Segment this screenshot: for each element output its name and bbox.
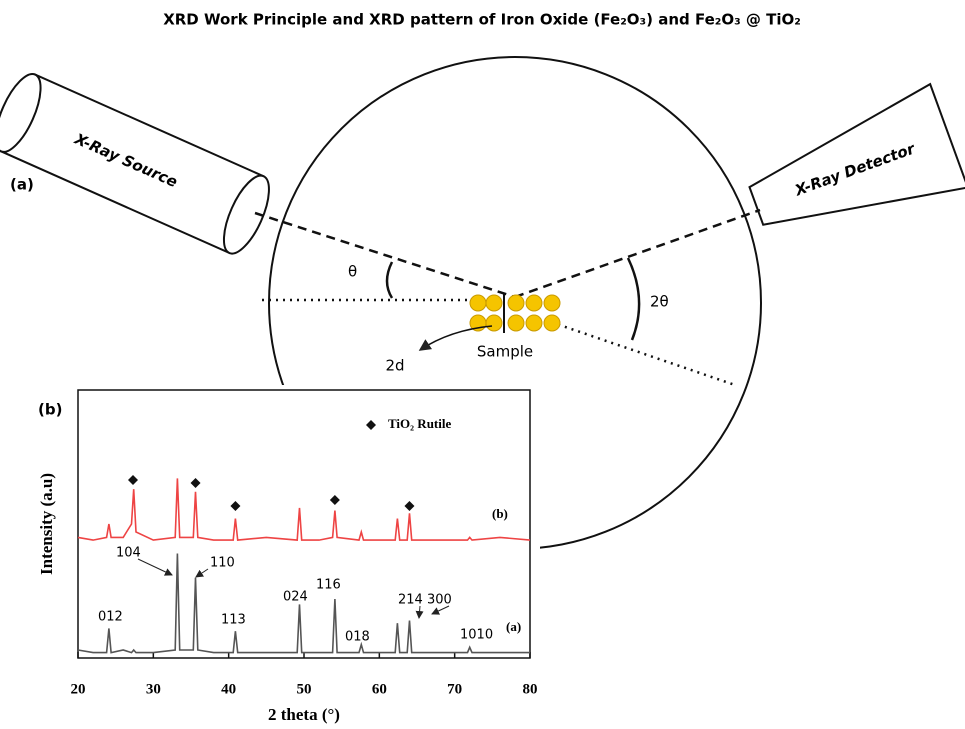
peak-label: 024 <box>283 590 308 605</box>
transmitted-line <box>544 318 736 387</box>
peak-label: 012 <box>98 610 123 625</box>
series-label: (b) <box>492 506 508 521</box>
rutile-marker <box>190 478 201 488</box>
x-tick-label: 50 <box>297 681 312 697</box>
spacing-label: 2d <box>385 357 404 375</box>
theta-label: θ <box>348 263 357 281</box>
legend-label: TiO₂ Rutile <box>388 416 451 431</box>
title: XRD Work Principle and XRD pattern of Ir… <box>163 11 801 29</box>
y-axis-label: Intensity (a.u) <box>37 473 56 575</box>
rutile-marker <box>329 495 340 505</box>
x-ray-detector: X-Ray Detector <box>748 82 965 226</box>
panel-label: (b) <box>38 401 62 419</box>
incident-beam <box>254 211 516 299</box>
chart-panel <box>30 385 540 729</box>
x-tick-label: 40 <box>221 681 236 697</box>
peak-label: 1010 <box>460 628 493 643</box>
peak-arrow <box>137 558 173 576</box>
legend-marker <box>366 420 376 430</box>
xrd-pattern <box>77 478 531 541</box>
x-tick-label: 80 <box>523 681 538 697</box>
two-theta-label: 2θ <box>650 293 669 311</box>
x-axis-label: 2 theta (°) <box>268 705 340 724</box>
sample <box>469 293 561 333</box>
sample-label: Sample <box>477 343 533 361</box>
x-tick-label: 60 <box>372 681 387 697</box>
rutile-marker <box>404 501 415 511</box>
peak-arrow <box>415 605 424 619</box>
x-tick-label: 30 <box>146 681 161 697</box>
x-ray-source: X-Ray Source <box>0 73 270 255</box>
xrd-pattern <box>77 553 530 654</box>
x-tick-label: 70 <box>447 681 462 697</box>
panel-label: (a) <box>10 176 34 194</box>
peak-label: 214 <box>398 593 423 608</box>
spacing-arrow <box>418 325 493 351</box>
theta-arc <box>385 261 394 299</box>
peak-label: 018 <box>345 630 370 645</box>
two-theta-arc <box>626 257 641 341</box>
series-label: (a) <box>506 619 521 634</box>
rutile-marker <box>127 475 138 485</box>
peak-label: 104 <box>116 546 141 561</box>
peak-arrow <box>195 568 209 578</box>
x-tick-label: 20 <box>71 681 86 697</box>
peak-label: 110 <box>210 556 235 571</box>
rutile-marker <box>230 501 241 511</box>
peak-label: 113 <box>221 613 246 628</box>
diffracted-beam <box>514 208 761 299</box>
peak-arrow <box>431 605 450 615</box>
peak-label: 300 <box>427 593 452 608</box>
peak-label: 116 <box>316 578 341 593</box>
